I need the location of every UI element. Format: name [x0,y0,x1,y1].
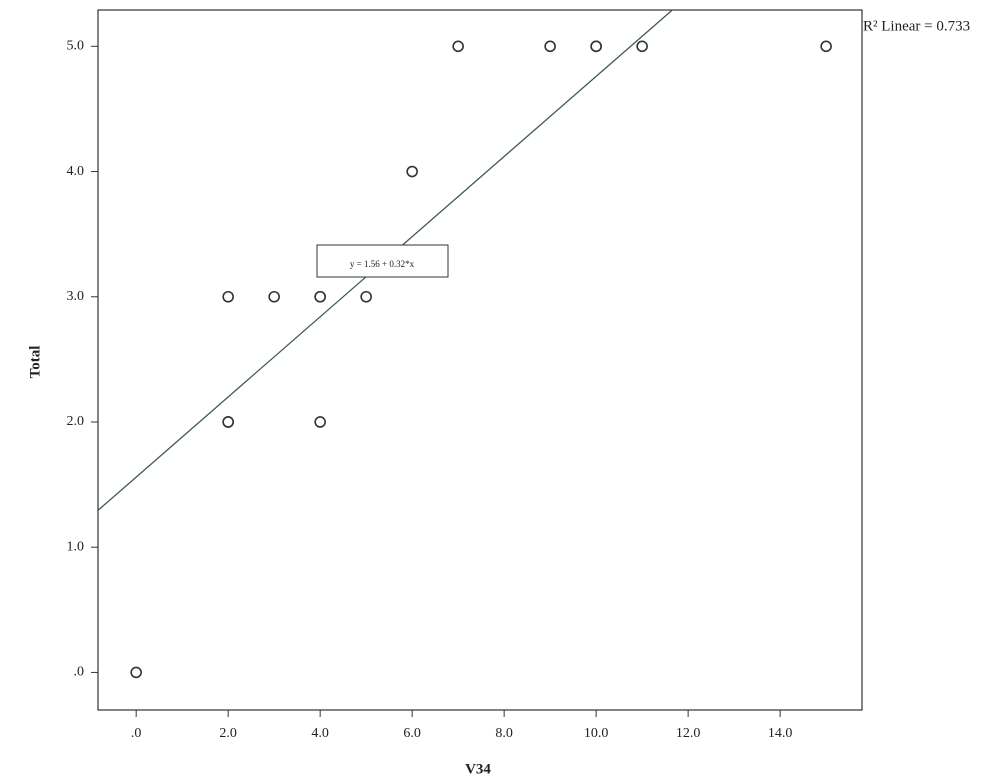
y-tick-label: 2.0 [67,414,85,429]
x-tick-label: 8.0 [495,726,513,741]
point [130,666,142,679]
fit-label-box [316,244,449,278]
point [544,40,556,53]
point [314,290,326,303]
x-tick-label: .0 [131,726,142,741]
y-tick-label: 1.0 [67,539,85,554]
x-tick-label: 14.0 [768,726,793,741]
y-tick-label: 5.0 [67,39,85,54]
y-tick-label: .0 [74,665,85,680]
x-tick-label: 2.0 [219,726,237,741]
fit-label: y = 1.56 + 0.32*x [350,259,415,269]
point [406,165,418,178]
point [222,290,234,303]
y-tick-label: 4.0 [67,164,85,179]
r2-label: R² Linear = 0.733 [863,18,970,34]
fit-line-group [98,10,674,511]
y-tick-label: 3.0 [67,289,85,304]
point [636,40,648,53]
point [222,416,234,428]
x-tick-label: 6.0 [403,726,421,741]
point [452,40,464,53]
y-axis-title: Total [27,346,43,379]
point [360,290,372,303]
point [590,40,602,53]
point [268,290,280,303]
point [820,40,832,53]
point [314,416,326,428]
x-tick-label: 10.0 [584,726,609,741]
x-axis-title: V34 [465,761,491,777]
x-tick-label: 4.0 [311,726,329,741]
x-tick-label: 12.0 [676,726,701,741]
fit-line [98,10,674,511]
plot-area [97,9,863,711]
